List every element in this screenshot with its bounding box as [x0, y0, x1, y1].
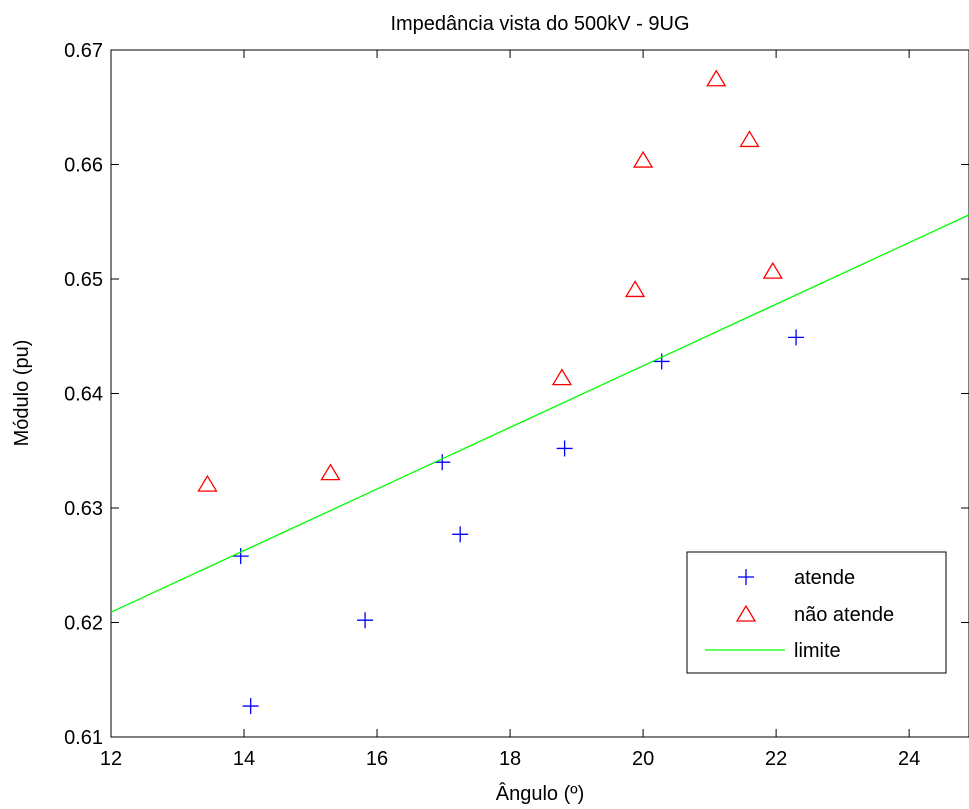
- x-tick-label: 24: [898, 748, 920, 770]
- x-tick-label: 20: [632, 748, 654, 770]
- data-point-nao-atende: [739, 130, 760, 148]
- data-point-nao-atende: [762, 261, 783, 279]
- x-tick-label: 22: [765, 748, 787, 770]
- x-axis-label: Ângulo (º): [496, 782, 584, 805]
- legend-marker-nao-atende: [735, 604, 757, 622]
- x-tick-label: 12: [100, 748, 122, 770]
- x-tick-label: 16: [366, 748, 388, 770]
- x-tick-label: 14: [233, 748, 255, 770]
- data-point-nao-atende: [320, 463, 341, 481]
- legend: atende não atende limite: [686, 551, 947, 674]
- data-point-atende: [434, 454, 451, 471]
- chart-title: Impedância vista do 500kV - 9UG: [390, 13, 689, 35]
- legend-label-limite: limite: [794, 640, 841, 662]
- data-point-atende: [357, 612, 374, 629]
- data-point-atende: [242, 698, 259, 715]
- y-tick-label: 0.63: [64, 498, 103, 520]
- legend-label-atende: atende: [794, 567, 855, 589]
- data-point-atende: [556, 440, 573, 457]
- data-point-nao-atende: [624, 280, 646, 298]
- y-tick-label: 0.67: [64, 40, 103, 62]
- data-point-atende: [232, 548, 249, 565]
- series-layer: [110, 69, 969, 715]
- data-point-nao-atende: [632, 150, 654, 168]
- axis-ticks: 12 14 16 18 20 22 24 0.61 0.62 0.63 0.64 0.65 0.66 0.…: [64, 40, 969, 770]
- data-point-atende: [788, 329, 805, 346]
- data-point-nao-atende: [706, 69, 727, 87]
- data-point-atende: [653, 353, 670, 370]
- y-tick-label: 0.66: [64, 155, 103, 177]
- data-point-nao-atende: [551, 368, 573, 386]
- y-tick-label: 0.64: [64, 384, 103, 406]
- x-tick-label: 18: [499, 748, 521, 770]
- y-axis-label: Módulo (pu): [11, 340, 33, 447]
- data-point-nao-atende: [197, 474, 218, 492]
- y-tick-label: 0.62: [64, 613, 103, 635]
- y-tick-label: 0.65: [64, 269, 103, 291]
- legend-box: [686, 551, 947, 674]
- legend-label-nao-atende: não atende: [794, 604, 894, 626]
- legend-marker-atende: [738, 569, 754, 585]
- data-point-atende: [452, 526, 469, 543]
- series-line-limite: [110, 214, 969, 613]
- y-tick-label: 0.61: [64, 727, 103, 749]
